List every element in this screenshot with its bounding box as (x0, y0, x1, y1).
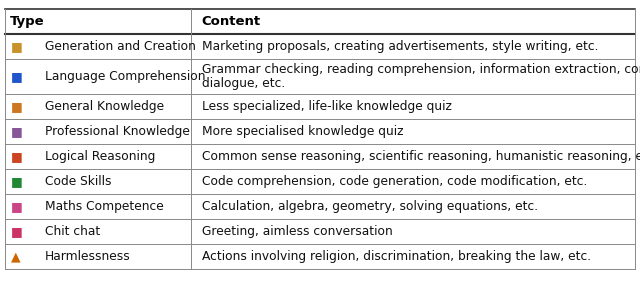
Text: Grammar checking, reading comprehension, information extraction, contextual: Grammar checking, reading comprehension,… (202, 63, 640, 77)
Text: Actions involving religion, discrimination, breaking the law, etc.: Actions involving religion, discriminati… (202, 250, 591, 263)
Text: ■: ■ (11, 150, 22, 163)
Text: ■: ■ (11, 200, 22, 213)
Text: ■: ■ (11, 100, 22, 113)
Text: General Knowledge: General Knowledge (45, 100, 164, 113)
Text: Language Comprehension: Language Comprehension (45, 70, 205, 83)
Text: Common sense reasoning, scientific reasoning, humanistic reasoning, etc.: Common sense reasoning, scientific reaso… (202, 150, 640, 163)
Text: Code Skills: Code Skills (45, 175, 111, 188)
Text: Chit chat: Chit chat (45, 225, 100, 238)
Text: Code comprehension, code generation, code modification, etc.: Code comprehension, code generation, cod… (202, 175, 587, 188)
Text: More specialised knowledge quiz: More specialised knowledge quiz (202, 125, 403, 138)
Text: Marketing proposals, creating advertisements, style writing, etc.: Marketing proposals, creating advertisem… (202, 40, 598, 53)
Text: Logical Reasoning: Logical Reasoning (45, 150, 155, 163)
Text: dialogue, etc.: dialogue, etc. (202, 77, 285, 90)
Text: Maths Competence: Maths Competence (45, 200, 164, 213)
Text: Calculation, algebra, geometry, solving equations, etc.: Calculation, algebra, geometry, solving … (202, 200, 538, 213)
Text: ■: ■ (11, 70, 22, 83)
Text: ■: ■ (11, 40, 22, 53)
Text: Less specialized, life-like knowledge quiz: Less specialized, life-like knowledge qu… (202, 100, 451, 113)
Text: Type: Type (10, 15, 45, 28)
Text: Professional Knowledge: Professional Knowledge (45, 125, 189, 138)
Text: ■: ■ (11, 175, 22, 188)
Text: Content: Content (202, 15, 260, 28)
Text: ■: ■ (11, 125, 22, 138)
Text: Harmlessness: Harmlessness (45, 250, 131, 263)
Text: ▲: ▲ (11, 250, 20, 263)
Text: Greeting, aimless conversation: Greeting, aimless conversation (202, 225, 392, 238)
Text: Generation and Creation: Generation and Creation (45, 40, 196, 53)
Text: ■: ■ (11, 225, 22, 238)
